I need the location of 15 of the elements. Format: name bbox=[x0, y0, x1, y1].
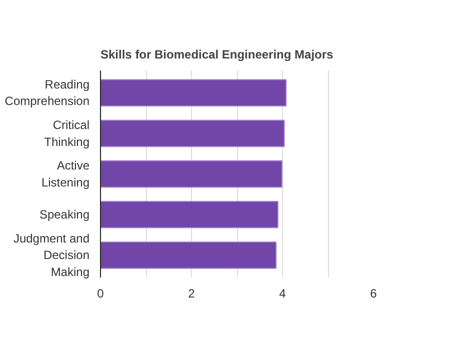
x-tick-label: 0 bbox=[97, 286, 104, 300]
bar bbox=[100, 79, 287, 107]
bar bbox=[100, 160, 283, 188]
y-tick-label: Critical Thinking bbox=[44, 118, 90, 149]
y-tick-label: Reading Comprehension bbox=[4, 77, 90, 108]
bar bbox=[100, 241, 277, 269]
x-tick-label: 6 bbox=[370, 286, 378, 300]
x-tick-label: 4 bbox=[279, 286, 286, 300]
bar bbox=[100, 200, 278, 228]
x-tick-label: 2 bbox=[188, 286, 196, 300]
y-tick-label: Judgment and Decision Making bbox=[13, 231, 90, 279]
y-tick-label: Speaking bbox=[39, 208, 90, 222]
bar bbox=[100, 120, 285, 148]
chart-title: Skills for Biomedical Engineering Majors bbox=[100, 48, 334, 62]
y-tick-label: Active Listening bbox=[41, 158, 90, 190]
